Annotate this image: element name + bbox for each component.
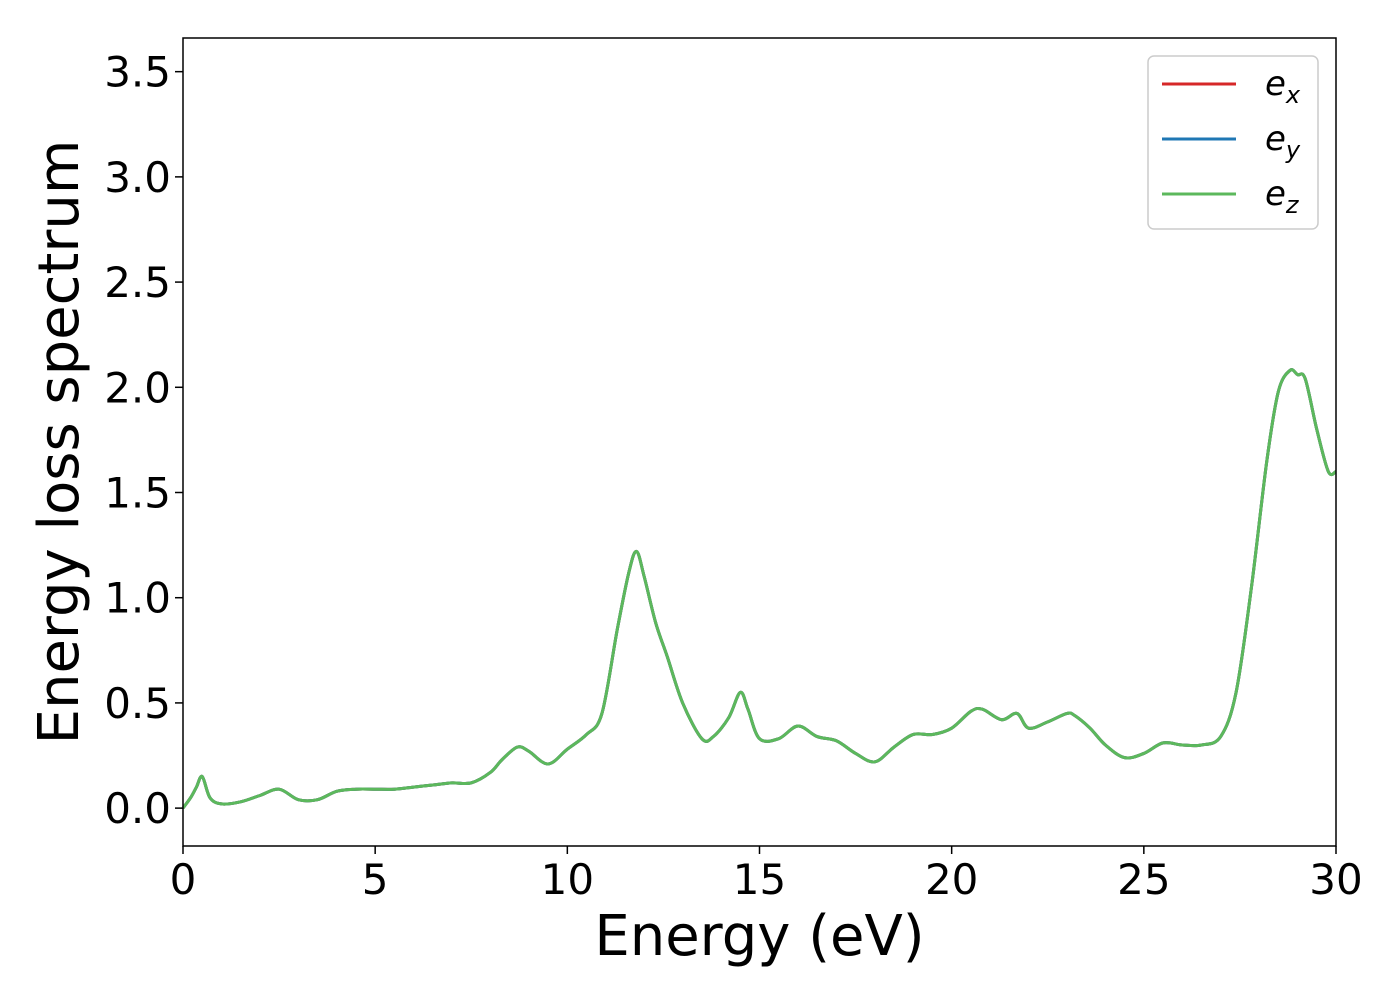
y-tick-label: 2.0 (104, 363, 171, 412)
plot-area-frame (182, 37, 1337, 847)
legend-entry-subscript: y (1285, 136, 1301, 164)
legend-entry-ey: ey (1265, 119, 1301, 164)
x-tick-label: 15 (733, 855, 786, 904)
series-lines (181, 368, 1337, 810)
y-tick-label: 1.0 (104, 574, 171, 623)
legend-entry-subscript: x (1285, 81, 1301, 109)
x-tick-label: 0 (170, 855, 197, 904)
x-axis-label: Energy (eV) (594, 904, 924, 969)
y-tick-label: 0.5 (104, 679, 171, 728)
x-tick-label: 30 (1309, 855, 1362, 904)
x-axis-ticks: 0 5 10 15 20 25 30 (170, 846, 1363, 904)
x-tick-label: 5 (362, 855, 389, 904)
y-tick-label: 0.0 (104, 784, 171, 833)
legend-entry-base: e (1265, 64, 1286, 104)
legend-entry-subscript: z (1285, 191, 1300, 219)
y-axis-ticks: 0.0 0.5 1.0 1.5 2.0 2.5 3.0 3.5 (104, 48, 183, 833)
legend-entry-ex: ex (1265, 64, 1301, 109)
legend-box (1147, 55, 1319, 230)
x-tick-label: 25 (1117, 855, 1170, 904)
legend-entry-base: e (1265, 174, 1286, 214)
series-line-e-z (181, 368, 1337, 810)
legend-entry-ez: ez (1265, 174, 1300, 219)
y-axis-label: Energy loss spectrum (27, 140, 92, 745)
y-tick-label: 3.5 (104, 48, 171, 97)
x-tick-label: 20 (925, 855, 978, 904)
y-tick-label: 1.5 (104, 469, 171, 518)
legend-entry-base: e (1265, 119, 1286, 159)
y-tick-label: 2.5 (104, 258, 171, 307)
x-tick-label: 10 (541, 855, 594, 904)
y-tick-label: 3.0 (104, 153, 171, 202)
